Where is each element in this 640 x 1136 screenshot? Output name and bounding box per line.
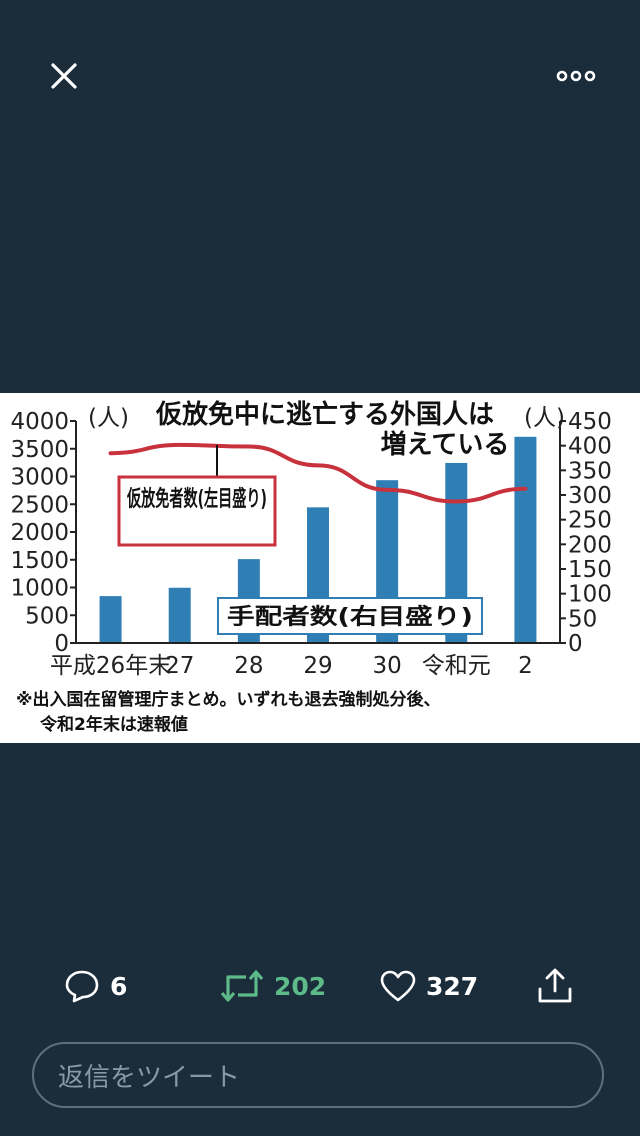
x-axis-tick-label: 29 [303,653,332,679]
close-button[interactable] [40,52,88,100]
chart-title-line-1: 仮放免中に逃亡する外国人は [155,399,494,430]
chart: 0500100015002000250030003500400005010015… [10,399,612,735]
bar-legend-box [217,597,483,635]
left-axis-tick-label: 2000 [10,520,69,546]
more-horizontal-icon [556,70,596,82]
right-axis-tick-label: 150 [568,557,612,583]
reply-count: 6 [110,971,128,1001]
retweet-button[interactable]: 202 [220,964,326,1008]
like-button[interactable]: 327 [380,964,478,1008]
x-axis-tick-label: 28 [234,653,263,679]
left-axis-tick-label: 500 [25,603,69,629]
left-axis-tick-label: 1000 [10,576,69,602]
left-axis-tick-label: 3000 [10,465,69,491]
right-axis-tick-label: 50 [568,606,597,632]
right-axis-tick-label: 100 [568,582,612,608]
source-note-line-1: ※出入国在留管理庁まとめ。いずれも退去強制処分後、 [16,689,441,710]
right-axis-tick-label: 450 [568,409,612,435]
right-axis-tick-label: 300 [568,483,612,509]
left-axis-unit: (人) [88,405,129,431]
right-axis-tick-label: 250 [568,508,612,534]
line-point [109,451,113,455]
left-axis-tick-label: 0 [54,631,69,657]
right-axis-tick-label: 0 [568,631,583,657]
line-point [385,488,389,492]
tweet-image[interactable]: 0 500 1000 1500 2000 2500 3000 3500 4000 0 50 100 15… [0,393,640,743]
left-axis-tick-label: 2500 [10,492,69,518]
share-button[interactable] [536,964,574,1008]
left-axis-tick-label: 1500 [10,548,69,574]
line-point [247,445,251,449]
like-count: 327 [426,971,479,1001]
retweet-icon [220,970,264,1002]
right-axis-tick-label: 400 [568,434,612,460]
line-legend-label: 仮放免者数(左目盛り) [126,486,267,512]
line-legend-box [117,475,277,547]
tweet-actions: 6 202 327 [0,960,640,1012]
bar-legend-label: 手配者数(右目盛り) [227,604,473,630]
x-axis-tick-label: 30 [373,653,402,679]
retweet-count: 202 [274,971,327,1001]
close-icon [51,63,77,89]
reply-button[interactable]: 6 [64,964,127,1008]
x-axis-tick-label: 平成26年末 [50,653,171,679]
more-options-button[interactable] [550,56,602,96]
heart-icon [380,970,416,1002]
x-axis-tick-label: 27 [165,653,194,679]
line-point [178,443,182,447]
right-axis-tick-label: 200 [568,532,612,558]
line-point [316,463,320,467]
source-note-line-2: 令和2年末は速報値 [40,714,188,735]
share-icon [538,968,572,1003]
right-axis-tick-label: 350 [568,458,612,484]
reply-input[interactable]: 返信をツイート [32,1042,604,1108]
left-axis-tick-label: 3500 [10,437,69,463]
left-axis-tick-label: 4000 [10,409,69,435]
chart-title-line-2: 増えている [381,430,510,460]
bar-wanted-count [514,436,537,643]
x-axis-tick-label: 2 [518,653,533,679]
bar-wanted-count [168,587,191,643]
right-axis-unit: (人) [524,405,565,431]
line-point [523,487,527,491]
reply-icon [65,970,99,1003]
bar-wanted-count [99,596,122,643]
x-axis-tick-label: 令和元 [422,653,491,679]
line-point [454,499,458,503]
reply-input-placeholder: 返信をツイート [58,1062,241,1093]
